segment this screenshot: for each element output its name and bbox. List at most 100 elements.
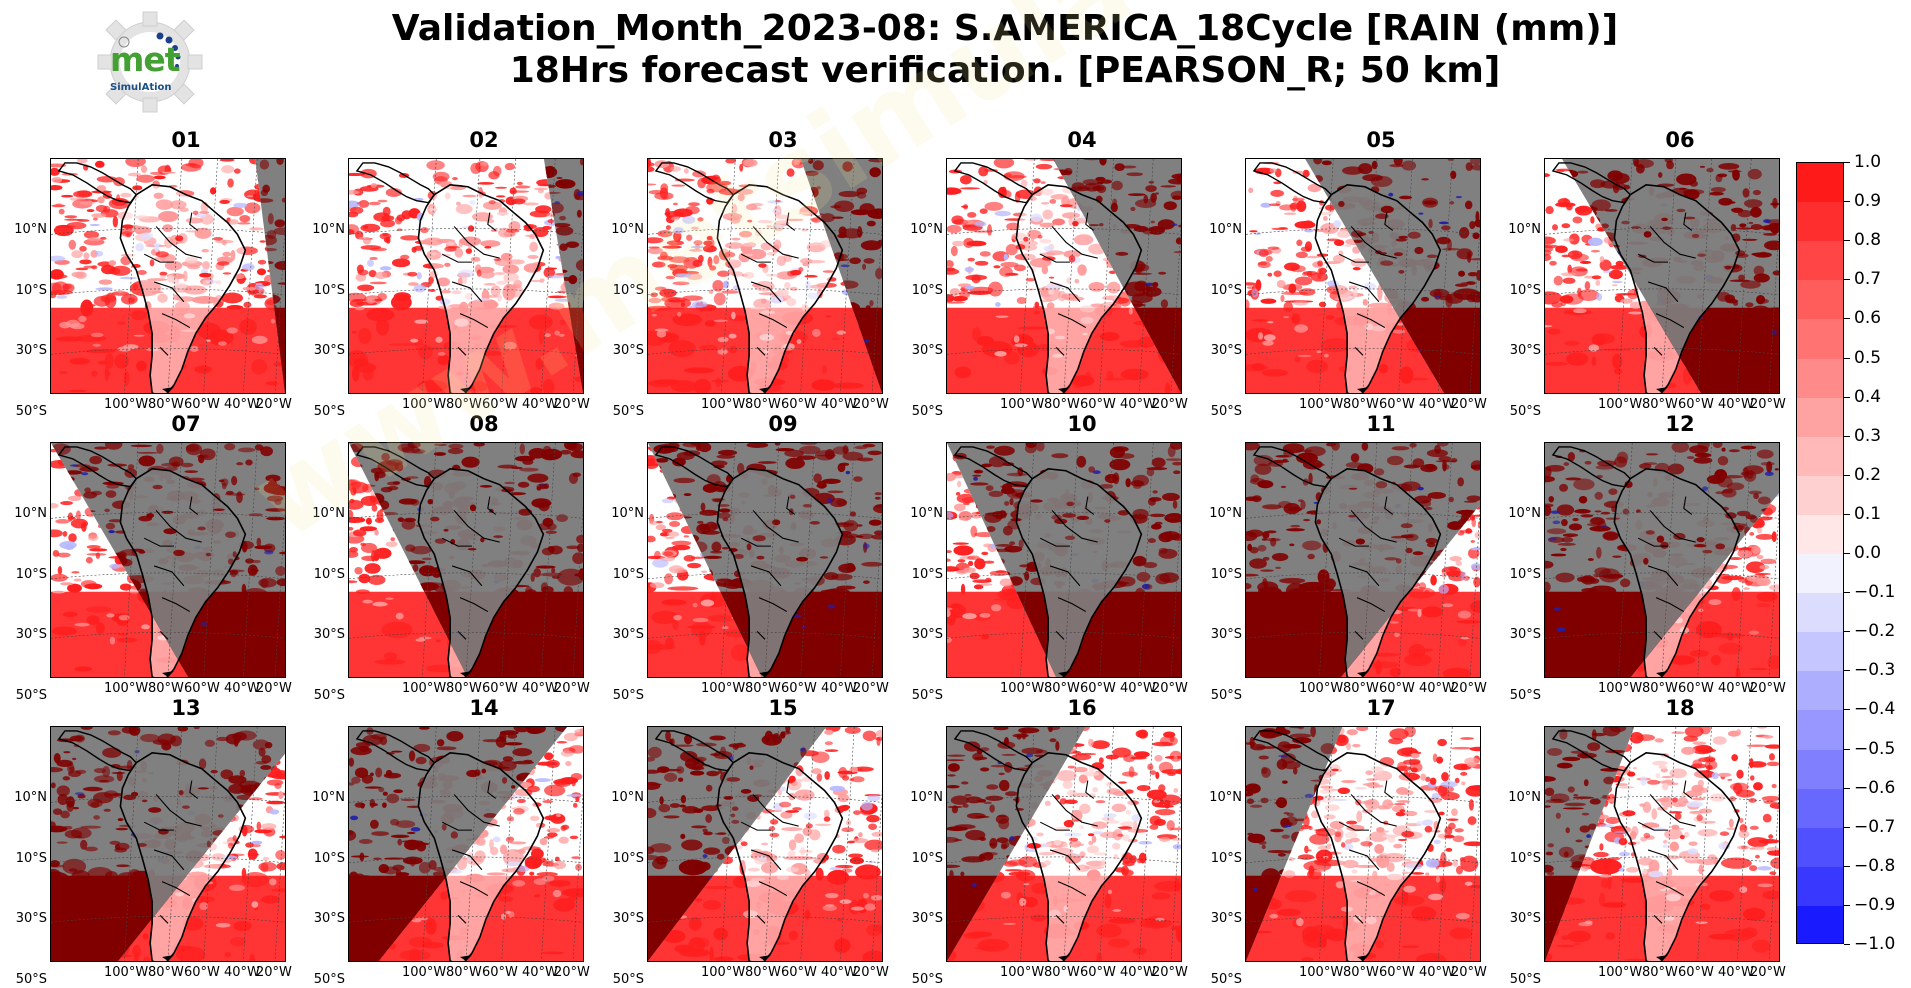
chart-title: Validation_Month_2023-08: S.AMERICA_18Cy…	[340, 8, 1670, 92]
map-heatmap	[1544, 158, 1780, 394]
lon-tick-label: 100°W	[1598, 681, 1643, 696]
map-heatmap	[647, 158, 883, 394]
lat-tick-label: 50°S	[911, 688, 943, 703]
lat-tick-label: 30°S	[612, 911, 644, 926]
lon-tick-label: 60°W	[781, 965, 817, 980]
lon-tick-label: 40°W	[522, 397, 558, 412]
lon-tick-label: 20°W	[1750, 965, 1786, 980]
colorbar-tick	[1844, 788, 1850, 789]
lon-tick-label: 40°W	[821, 397, 857, 412]
colorbar-tick-label: 0.3	[1854, 426, 1882, 446]
panel-14: 14 10°N 10°S 30°S 50°S 100°W 80°W 60°W 40°W 20°W	[298, 696, 598, 987]
lon-tick-label: 40°W	[1419, 681, 1455, 696]
lat-tick-label: 10°N	[1508, 506, 1541, 521]
lat-tick-label: 10°S	[15, 283, 47, 298]
map-heatmap	[946, 442, 1182, 678]
colorbar-tick	[1844, 749, 1850, 750]
lon-tick-label: 60°W	[781, 681, 817, 696]
map-heatmap	[50, 726, 286, 962]
panel-04: 04 10°N 10°S 30°S 50°S 100°W 80°W 60°W 40°W 20°W	[896, 128, 1196, 419]
lon-tick-label: 20°W	[1451, 965, 1487, 980]
lat-tick-label: 10°S	[1509, 567, 1541, 582]
lat-tick-label: 30°S	[1509, 911, 1541, 926]
colorbar-tick-label: −0.4	[1854, 699, 1896, 719]
lat-tick-label: 30°S	[612, 343, 644, 358]
lat-tick-label: 10°S	[313, 283, 345, 298]
colorbar-tick	[1844, 162, 1850, 163]
lat-tick-label: 10°N	[910, 222, 943, 237]
logo-word: met	[110, 40, 181, 79]
colorbar-tick	[1844, 397, 1850, 398]
lon-tick-label: 100°W	[701, 397, 746, 412]
lat-tick-label: 50°S	[313, 404, 345, 419]
lon-tick-label: 80°W	[745, 397, 781, 412]
lon-tick-label: 100°W	[1598, 397, 1643, 412]
colorbar-tick-label: −1.0	[1854, 934, 1896, 954]
lat-tick-label: 10°N	[910, 790, 943, 805]
lat-tick-label: 50°S	[1509, 404, 1541, 419]
colorbar-tick-label: −0.6	[1854, 778, 1896, 798]
colorbar-tick-label: −0.1	[1854, 582, 1896, 602]
lon-tick-label: 40°W	[1718, 965, 1754, 980]
colorbar-segment	[1797, 554, 1843, 594]
lat-tick-label: 10°N	[1209, 222, 1242, 237]
lon-tick-label: 20°W	[1750, 681, 1786, 696]
lat-tick-label: 50°S	[1210, 972, 1242, 987]
map-heatmap	[1245, 726, 1481, 962]
colorbar-tick	[1844, 631, 1850, 632]
panel-title: 18	[1665, 696, 1695, 720]
lon-tick-label: 100°W	[1299, 681, 1344, 696]
lon-tick-label: 60°W	[1080, 397, 1116, 412]
lon-tick-label: 60°W	[1379, 965, 1415, 980]
colorbar-tick-label: 0.2	[1854, 465, 1882, 485]
metsimulation-logo: met SimulAtion	[96, 10, 204, 114]
colorbar-segment	[1797, 632, 1843, 672]
lat-tick-label: 10°S	[15, 567, 47, 582]
lon-tick-label: 100°W	[1000, 681, 1045, 696]
lat-tick-label: 30°S	[1509, 627, 1541, 642]
lon-tick-label: 20°W	[1750, 397, 1786, 412]
panel-title: 06	[1665, 128, 1695, 152]
map-heatmap	[348, 442, 584, 678]
map-heatmap	[50, 158, 286, 394]
lon-tick-label: 80°W	[1343, 397, 1379, 412]
lon-tick-label: 20°W	[256, 397, 292, 412]
panel-title: 17	[1366, 696, 1396, 720]
colorbar	[1796, 162, 1844, 944]
colorbar-tick-label: −0.9	[1854, 895, 1896, 915]
lat-tick-label: 50°S	[612, 688, 644, 703]
lat-tick-label: 10°S	[15, 851, 47, 866]
colorbar-tick-label: 0.4	[1854, 387, 1882, 407]
panel-16: 16 10°N 10°S 30°S 50°S 100°W 80°W 60°W 40°W 20°W	[896, 696, 1196, 987]
lon-tick-label: 100°W	[1299, 397, 1344, 412]
colorbar-segment	[1797, 358, 1843, 399]
colorbar-tick	[1844, 318, 1850, 319]
lat-tick-label: 50°S	[1509, 688, 1541, 703]
lon-tick-label: 80°W	[446, 681, 482, 696]
lat-tick-label: 30°S	[911, 343, 943, 358]
lat-tick-label: 30°S	[15, 343, 47, 358]
logo-sub: SimulAtion	[110, 82, 172, 93]
lon-tick-label: 80°W	[1044, 681, 1080, 696]
lat-tick-label: 10°N	[611, 506, 644, 521]
lon-tick-label: 80°W	[1044, 965, 1080, 980]
lon-tick-label: 100°W	[402, 397, 447, 412]
panel-title: 12	[1665, 412, 1695, 436]
lat-tick-label: 50°S	[911, 972, 943, 987]
panel-title: 09	[768, 412, 798, 436]
panel-title: 07	[171, 412, 201, 436]
panel-05: 05 10°N 10°S 30°S 50°S 100°W 80°W 60°W 40°W 20°W	[1195, 128, 1495, 419]
lon-tick-label: 20°W	[853, 681, 889, 696]
colorbar-tick	[1844, 592, 1850, 593]
panel-title: 10	[1067, 412, 1097, 436]
colorbar-segment	[1797, 163, 1843, 203]
panel-01: 01 10°N 10°S 30°S 50°S 100°W 80°W 60°W 40°W 20°W	[0, 128, 300, 419]
lat-tick-label: 50°S	[313, 688, 345, 703]
colorbar-tick-label: 0.7	[1854, 269, 1882, 289]
colorbar-tick-label: −0.8	[1854, 856, 1896, 876]
colorbar-segment	[1797, 905, 1843, 943]
lon-tick-label: 60°W	[1379, 681, 1415, 696]
lat-tick-label: 50°S	[15, 688, 47, 703]
lon-tick-label: 60°W	[1678, 397, 1714, 412]
colorbar-tick	[1844, 358, 1850, 359]
